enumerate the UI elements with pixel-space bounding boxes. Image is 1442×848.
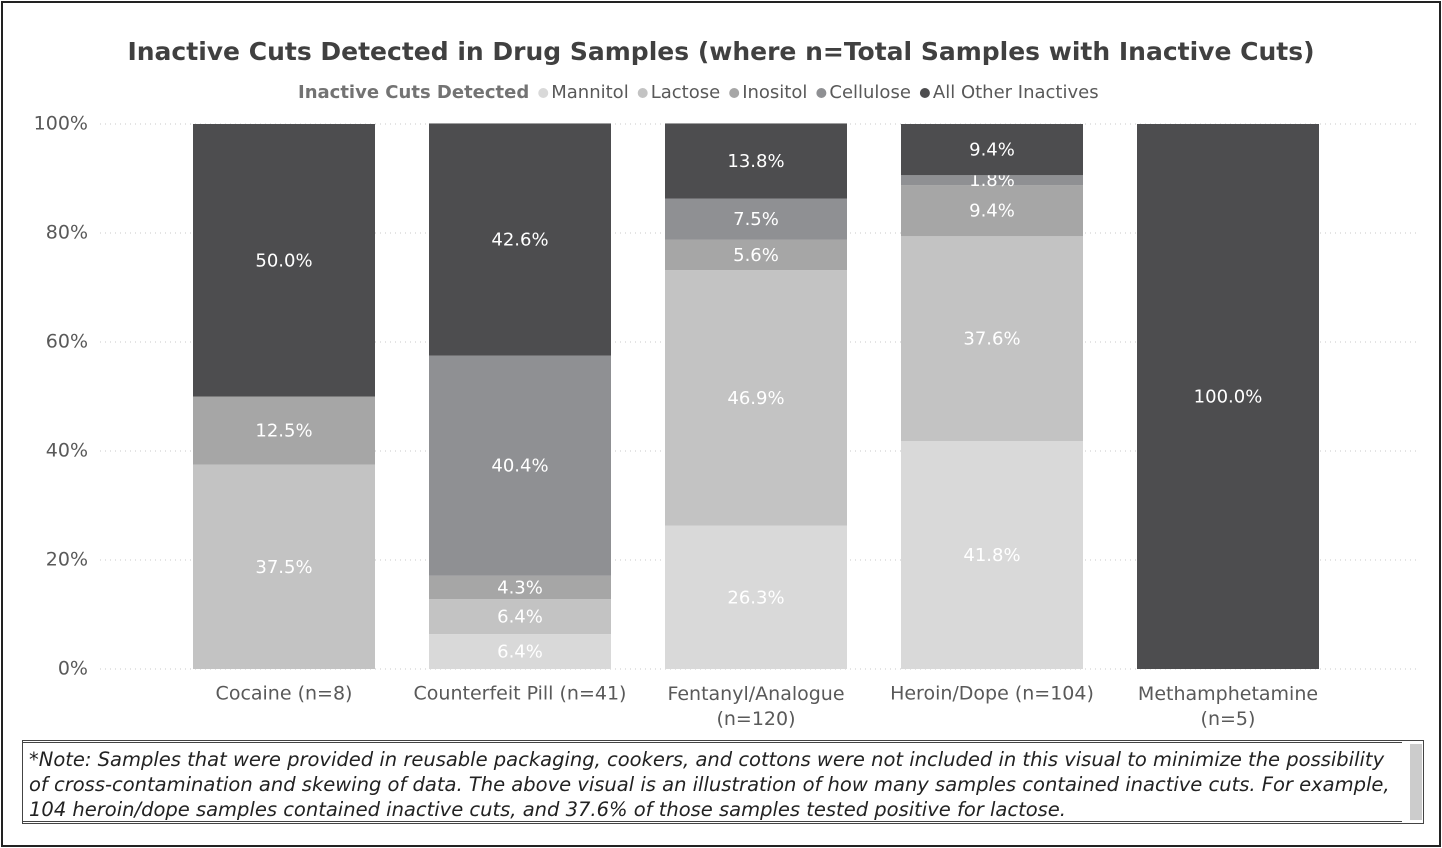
- bar-segment: [665, 525, 847, 669]
- data-label: 12.5%: [255, 421, 312, 442]
- legend-swatch: [729, 88, 740, 98]
- data-label: 50.0%: [255, 250, 312, 271]
- data-label: 42.6%: [491, 230, 548, 251]
- y-tick-label: 100%: [34, 113, 88, 135]
- data-label: 37.6%: [963, 329, 1020, 350]
- y-tick-label: 20%: [46, 549, 88, 571]
- bar-segment: [665, 198, 847, 240]
- bar-segment: [193, 464, 375, 669]
- x-tick-label: Cocaine (n=8): [216, 683, 353, 705]
- legend-title: Inactive Cuts Detected: [298, 82, 529, 103]
- bar-segment: [1137, 124, 1319, 669]
- data-label: 100.0%: [1194, 387, 1263, 408]
- data-label: 46.9%: [727, 388, 784, 409]
- bar-segment: [193, 396, 375, 465]
- data-label: 40.4%: [491, 456, 548, 477]
- bar-segment: [901, 236, 1083, 442]
- chart-title: Inactive Cuts Detected in Drug Samples (…: [127, 37, 1314, 66]
- data-label: 6.4%: [497, 642, 543, 663]
- y-tick-label: 80%: [46, 222, 88, 244]
- bar-segment: [901, 185, 1083, 237]
- bar-segment: [665, 123, 847, 199]
- data-label: 37.5%: [255, 557, 312, 578]
- data-label: 1.8%: [969, 170, 1015, 191]
- note: *Note: Samples that were provided in reu…: [22, 742, 1402, 822]
- data-label: 6.4%: [497, 607, 543, 628]
- bar-segment: [429, 599, 611, 635]
- bar-segment: [665, 270, 847, 526]
- legend-label: Mannitol: [551, 82, 628, 103]
- bar-segment: [429, 575, 611, 600]
- legend-label: Inositol: [742, 82, 807, 103]
- x-tick-label: Methamphetamine (n=5): [1138, 683, 1318, 730]
- legend-label: Cellulose: [829, 82, 911, 103]
- data-label: 7.5%: [733, 209, 779, 230]
- bar-segment: [429, 123, 611, 356]
- y-tick-label: 40%: [46, 440, 88, 462]
- data-label: 13.8%: [727, 151, 784, 172]
- bar-segment: [429, 634, 611, 669]
- bar-segment: [901, 175, 1083, 186]
- data-label: 9.4%: [969, 201, 1015, 222]
- bar-segment: [193, 124, 375, 397]
- legend: Inactive Cuts Detected Mannitol Lactose Ino…: [298, 82, 1099, 103]
- x-tick-label: Counterfeit Pill (n=41): [414, 683, 627, 705]
- data-label: 5.6%: [733, 245, 779, 266]
- data-label: 26.3%: [727, 587, 784, 608]
- legend-swatch: [637, 88, 648, 98]
- x-tick-label: Heroin/Dope (n=104): [890, 683, 1094, 705]
- data-label: 41.8%: [963, 545, 1020, 566]
- y-tick-label: 60%: [46, 331, 88, 353]
- bar-segment: [665, 239, 847, 271]
- bar-segment: [901, 124, 1083, 176]
- bar-segment: [901, 441, 1083, 669]
- data-label: 9.4%: [969, 140, 1015, 161]
- legend-swatch: [816, 88, 827, 98]
- legend-swatch: [538, 88, 549, 98]
- legend-swatch: [919, 88, 930, 98]
- bar-segment: [429, 355, 611, 576]
- scrollbar: [1410, 744, 1422, 820]
- legend-label: Lactose: [651, 82, 720, 103]
- data-label: 4.3%: [497, 578, 543, 599]
- legend-label: All Other Inactives: [933, 82, 1099, 103]
- x-tick-label: Fentanyl/Analogue (n=120): [667, 683, 844, 730]
- y-tick-label: 0%: [58, 658, 88, 680]
